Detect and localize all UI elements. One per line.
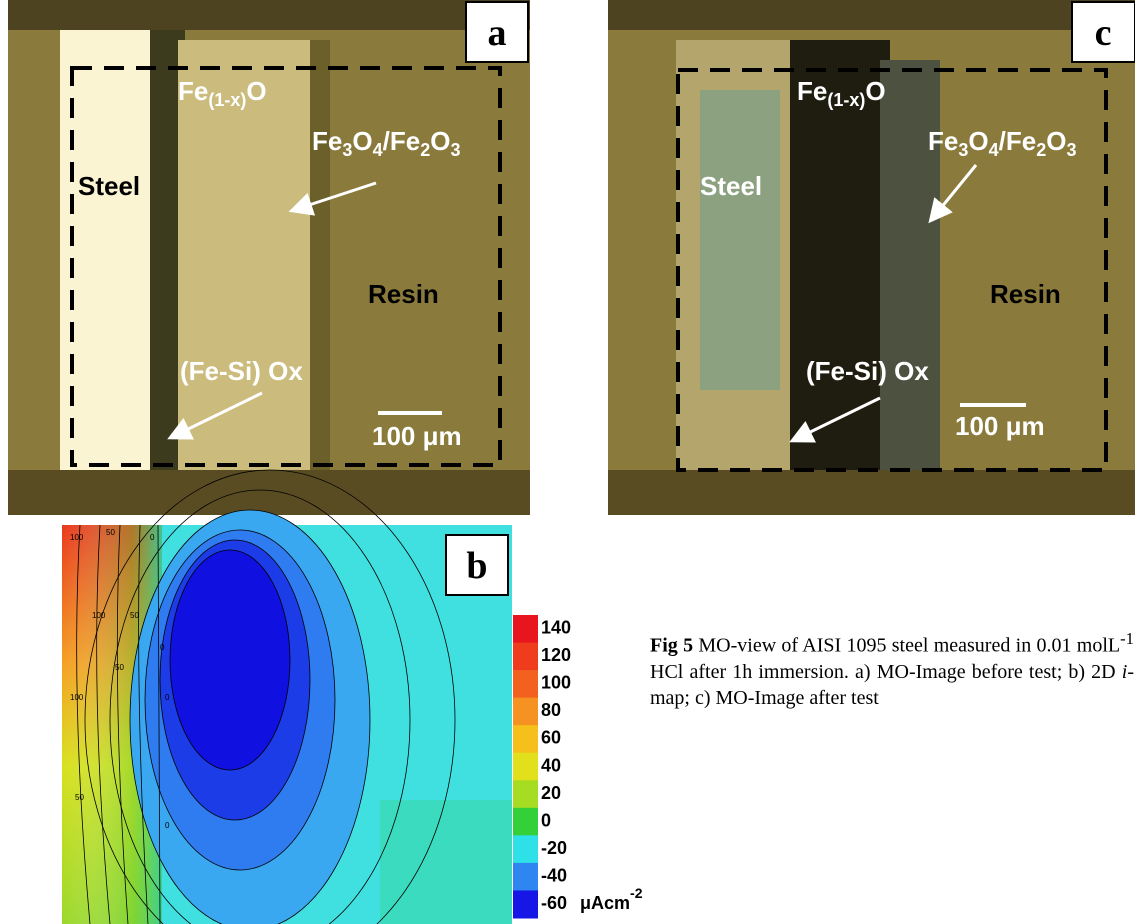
contour-label: 100 — [70, 533, 84, 542]
colorbar-cell — [513, 808, 538, 836]
colorbar-cell — [513, 863, 538, 891]
contour-label: 100 — [92, 611, 106, 620]
colorbar-label: 140 — [541, 618, 571, 638]
contour-label: 50 — [130, 611, 139, 620]
label: (Fe-Si) Ox — [180, 356, 303, 386]
colorbar-label: 60 — [541, 728, 561, 748]
page: a Fe(1-x)O Fe3O4/Fe2O3 Steel Resin (Fe-S… — [0, 0, 1135, 924]
caption-text: HCl after 1h immersion. a) MO-Image befo… — [650, 661, 1122, 683]
caption-lead: Fig 5 — [650, 635, 693, 657]
scale-label: 100 μm — [372, 421, 462, 451]
panel-letter: c — [1095, 12, 1112, 54]
label: Resin — [368, 279, 439, 309]
colorbar-cell — [513, 615, 538, 643]
caption: Fig 5 MO-view of AISI 1095 steel measure… — [650, 626, 1134, 711]
colorbar-cell — [513, 835, 538, 863]
colorbar-cell — [513, 698, 538, 726]
panel-letter: a — [488, 12, 507, 54]
colorbar-unit: μAcm-2 — [580, 885, 643, 913]
colorbar-label: 0 — [541, 810, 551, 830]
panel-a: a Fe(1-x)O Fe3O4/Fe2O3 Steel Resin (Fe-S… — [8, 0, 530, 515]
colorbar-label: -20 — [541, 838, 567, 858]
caption-text: MO-view of AISI 1095 steel measured in 0… — [693, 635, 1120, 657]
colorbar-cell — [513, 753, 538, 781]
scale-label: 100 μm — [955, 411, 1045, 441]
contour-label: 0 — [165, 821, 170, 830]
colorbar-label: 40 — [541, 755, 561, 775]
label: Resin — [990, 279, 1061, 309]
panel-letter: b — [466, 545, 487, 587]
colorbar-label: -40 — [541, 865, 567, 885]
colorbar-cell — [513, 725, 538, 753]
label: Fe3O4/Fe2O3 — [312, 126, 460, 160]
panel-c: c Fe(1-x)O Fe3O4/Fe2O3 Steel Resin (Fe-S… — [608, 0, 1135, 515]
colorbar: 140 120 100 80 60 40 20 0 -20 -40 -60 μAcm-2 — [513, 615, 643, 919]
label: (Fe-Si) Ox — [806, 356, 929, 386]
contour-label: 0 — [165, 693, 170, 702]
colorbar-label: 80 — [541, 700, 561, 720]
contour-label: 50 — [115, 663, 124, 672]
colorbar-cell — [513, 890, 538, 918]
colorbar-label: 120 — [541, 645, 571, 665]
colorbar-cell — [513, 670, 538, 698]
caption-sup: -1 — [1120, 629, 1134, 648]
contour-label: 0 — [160, 643, 165, 652]
contour-label: 50 — [106, 528, 115, 537]
colorbar-label: 100 — [541, 673, 571, 693]
contour-label: 0 — [150, 533, 155, 542]
contour-label: 100 — [70, 693, 84, 702]
figure: a Fe(1-x)O Fe3O4/Fe2O3 Steel Resin (Fe-S… — [0, 0, 1135, 924]
colorbar-label: 20 — [541, 783, 561, 803]
label: Steel — [78, 171, 140, 201]
colorbar-cell — [513, 643, 538, 671]
colorbar-cell — [513, 780, 538, 808]
label: Steel — [700, 171, 762, 201]
colorbar-label: -60 — [541, 893, 567, 913]
label: Fe3O4/Fe2O3 — [928, 126, 1076, 160]
panel-b: b 100 50 0 100 50 0 100 50 0 50 0 — [62, 470, 512, 924]
contour-label: 50 — [75, 793, 84, 802]
